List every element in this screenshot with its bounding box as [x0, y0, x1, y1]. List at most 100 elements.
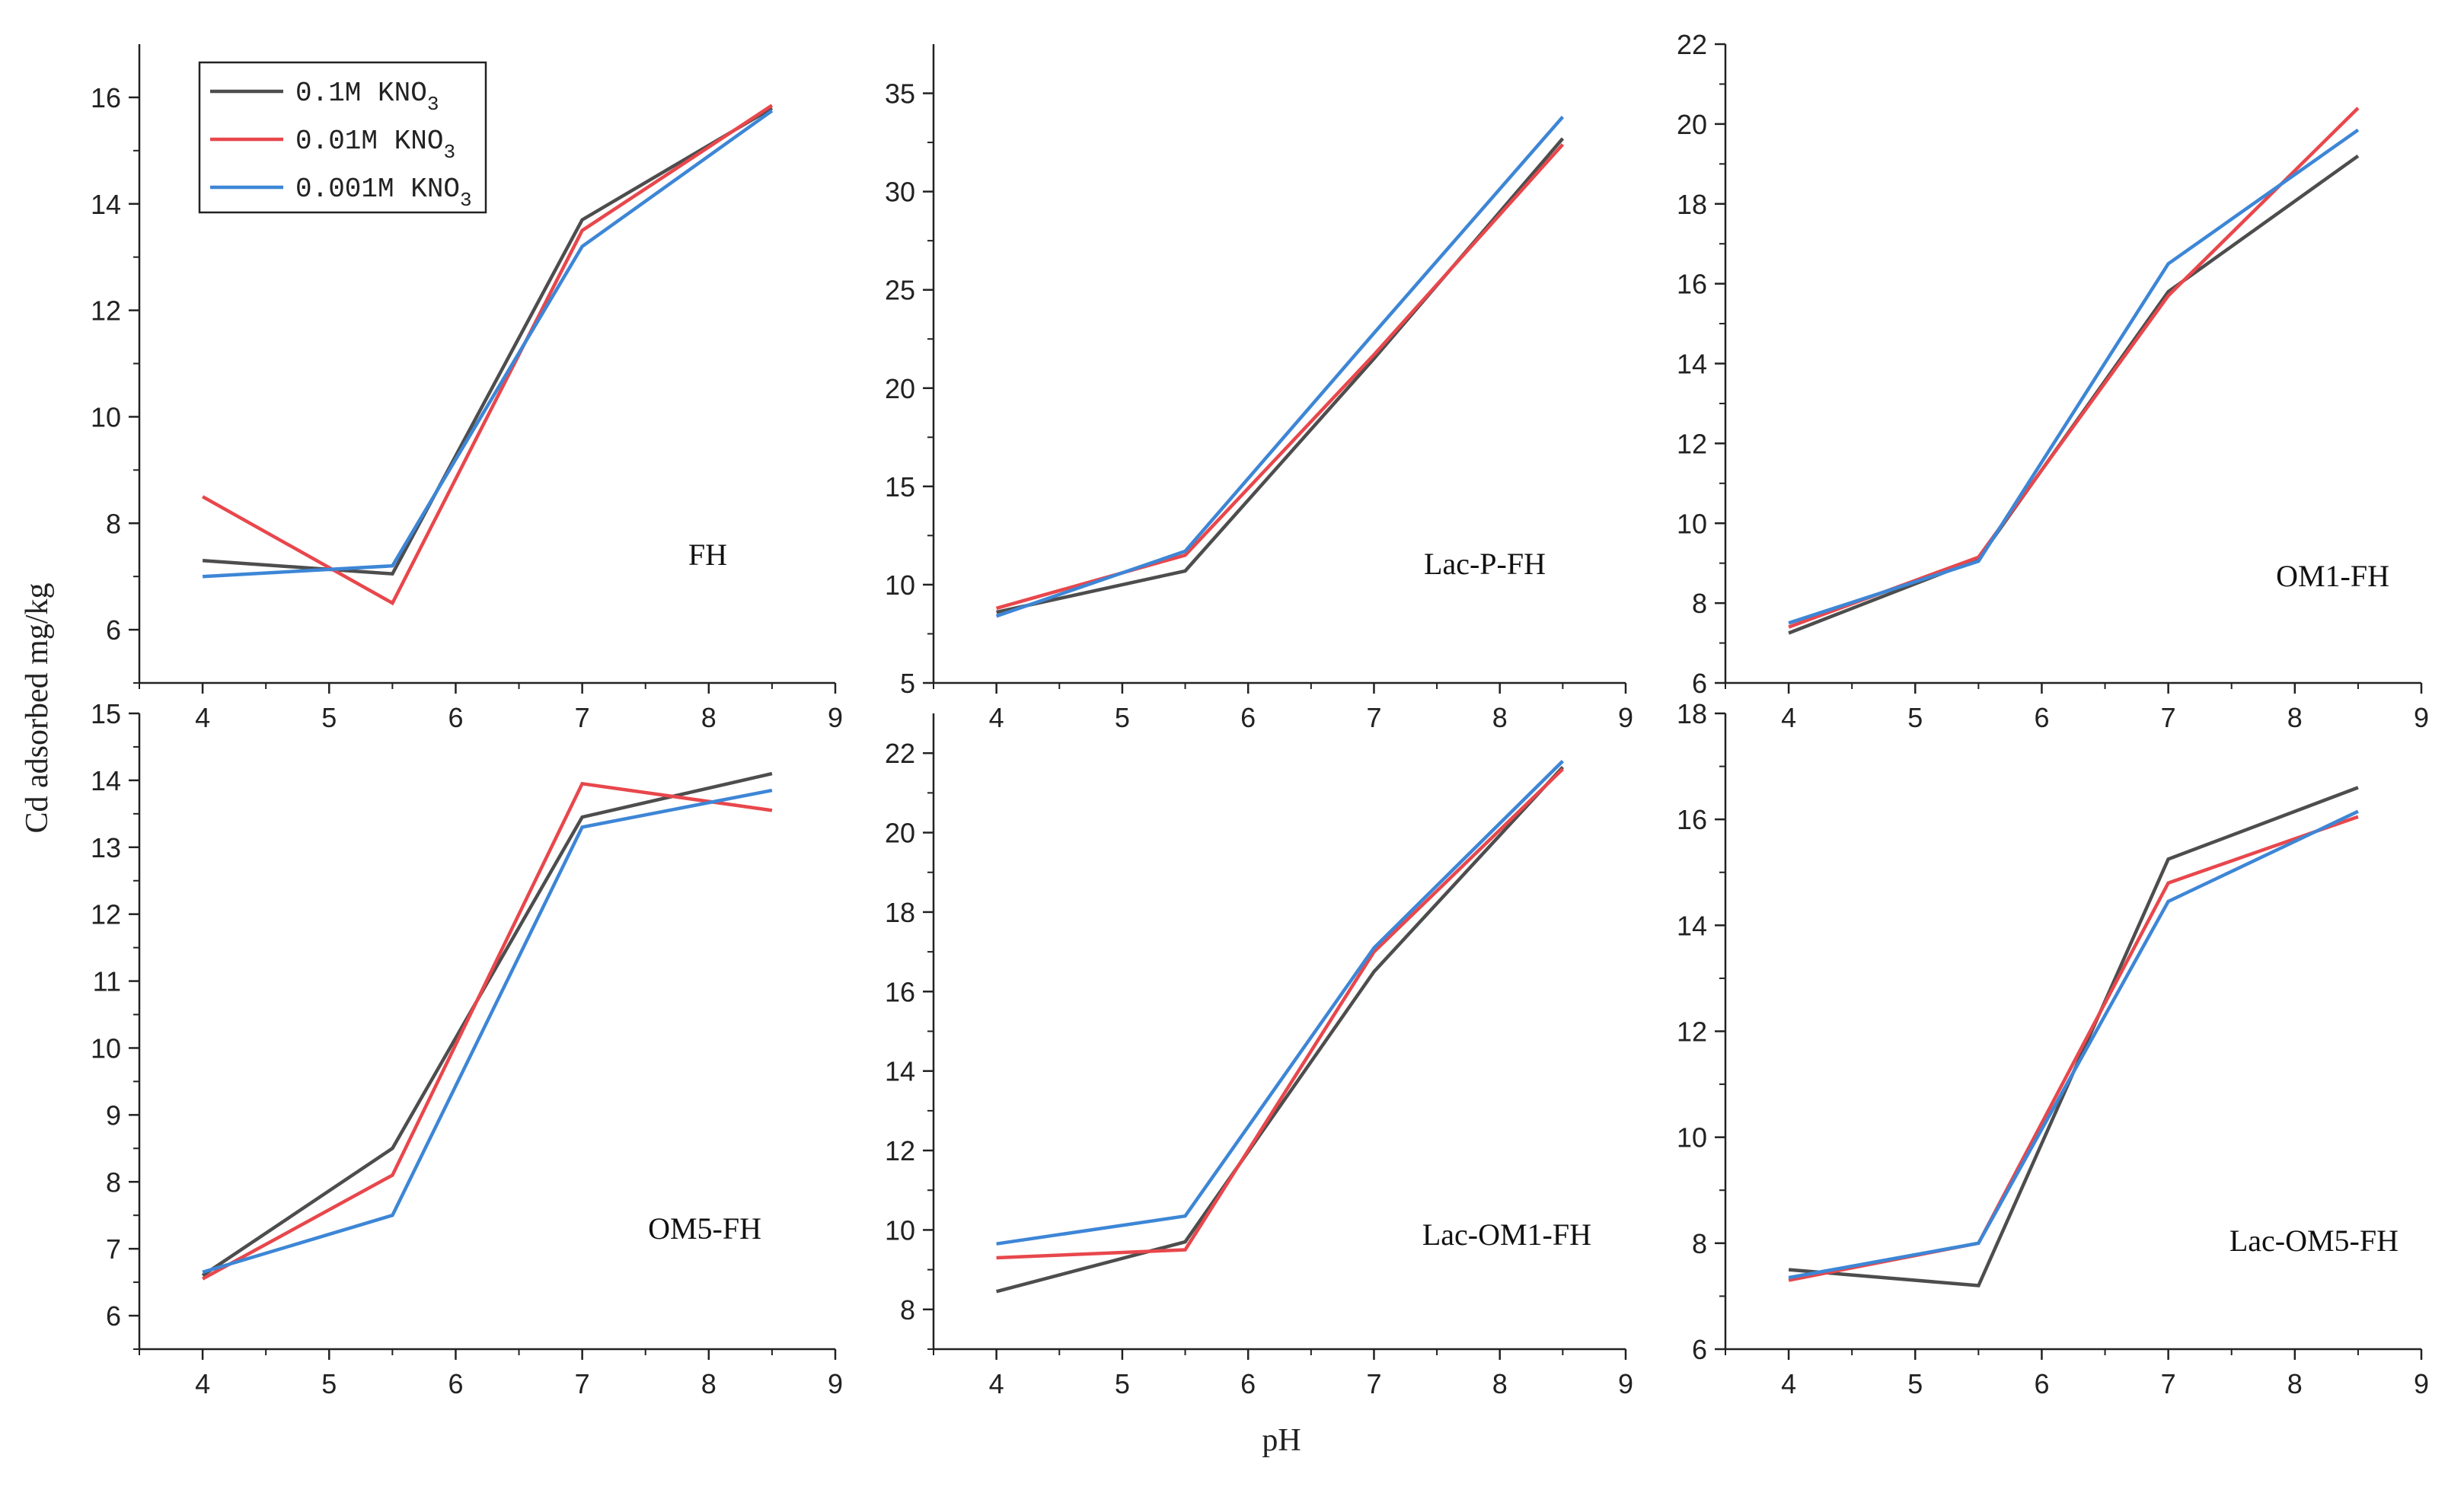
x-tick-label: 5 — [321, 1368, 337, 1399]
x-axis-title: pH — [1262, 1423, 1301, 1458]
x-tick-label: 5 — [1115, 1368, 1130, 1399]
x-tick-label: 9 — [828, 702, 843, 733]
y-tick-label: 25 — [885, 275, 915, 306]
panel-lac-p-fh: 4 5 6 7 8 9 5 10 15 20 25 30 35 Lac-P-FH — [885, 44, 1633, 733]
x-tick-label: 7 — [575, 702, 590, 733]
y-tick-label: 9 — [106, 1099, 121, 1131]
x-tick-label: 5 — [1907, 702, 1923, 733]
y-tick-label: 10 — [885, 570, 915, 601]
series-line-0-1m-kno3 — [996, 137, 1565, 614]
x-tick-label: 9 — [828, 1368, 843, 1399]
series-line-0-01m-kno3 — [996, 767, 1564, 1260]
y-tick-label: 20 — [885, 373, 915, 404]
legend-label: 0.01M KNO3 — [295, 126, 455, 164]
series-line-0-1m-kno3 — [996, 765, 1565, 1294]
y-tick-label: 18 — [1677, 698, 1707, 729]
x-tick-label: 6 — [1240, 1368, 1256, 1399]
panel-om1-fh: 4 5 6 7 8 9 6 8 10 12 14 16 18 20 22 OM1-FH — [1677, 29, 2429, 733]
y-tick-label: 12 — [1677, 428, 1707, 459]
x-tick-label: 9 — [2414, 1368, 2429, 1399]
y-tick-label: 6 — [106, 614, 121, 646]
panel-om5-fh: 4 5 6 7 8 9 6 7 8 9 10 11 12 13 14 15 OM5-FH — [91, 698, 843, 1399]
y-tick-label: 18 — [885, 897, 915, 928]
x-tick-label: 6 — [448, 1368, 463, 1399]
y-tick-label: 8 — [1692, 1228, 1707, 1259]
y-tick-label: 10 — [91, 401, 121, 432]
y-tick-label: 10 — [1677, 1122, 1707, 1153]
y-tick-label: 22 — [885, 738, 915, 769]
panel-label: OM5-FH — [648, 1211, 761, 1246]
x-tick-label: 7 — [1366, 702, 1381, 733]
y-tick-label: 12 — [1677, 1016, 1707, 1048]
y-tick-label: 12 — [91, 295, 121, 327]
y-tick-label: 35 — [885, 78, 915, 110]
y-tick-label: 14 — [1677, 910, 1707, 941]
x-tick-label: 7 — [1366, 1368, 1381, 1399]
legend-label-subscript: 3 — [460, 189, 472, 212]
x-tick-label: 6 — [1240, 702, 1256, 733]
x-tick-label: 8 — [1492, 1368, 1508, 1399]
legend-label: 0.001M KNO3 — [295, 174, 472, 212]
x-tick-label: 8 — [701, 1368, 717, 1399]
y-tick-label: 11 — [93, 966, 121, 997]
series-line-0-01m-kno3 — [1788, 815, 2359, 1282]
x-tick-label: 6 — [448, 702, 463, 733]
x-tick-label: 4 — [195, 702, 210, 733]
y-axis-title: Cd adsorbed mg/kg — [20, 583, 55, 834]
legend-label-main: 0.01M KNO — [295, 126, 443, 157]
series-line-0-001m-kno3 — [1788, 809, 2359, 1280]
panel-lac-om1-fh: 4 5 6 7 8 9 8 10 12 14 16 18 20 22 Lac-OM1-FH — [885, 713, 1633, 1399]
series-line-0-1m-kno3 — [1788, 786, 2359, 1287]
legend-label-subscript: 3 — [427, 93, 439, 116]
y-tick-label: 8 — [900, 1294, 915, 1326]
y-tick-label: 16 — [1677, 804, 1707, 835]
x-tick-label: 8 — [701, 702, 717, 733]
series-line-0-01m-kno3 — [995, 143, 1565, 611]
y-tick-label: 14 — [91, 765, 121, 796]
y-tick-label: 30 — [885, 177, 915, 208]
series-line-0-001m-kno3 — [202, 109, 774, 579]
y-tick-label: 12 — [885, 1135, 915, 1166]
y-tick-label: 6 — [106, 1300, 121, 1332]
series-line-0-001m-kno3 — [995, 116, 1565, 618]
panel-lac-om5-fh: 4 5 6 7 8 9 6 8 10 12 14 16 18 Lac-OM5-FH — [1677, 698, 2429, 1399]
panel-label: OM1-FH — [2276, 559, 2389, 593]
series-line-0-1m-kno3 — [1788, 154, 2360, 635]
legend-label-subscript: 3 — [443, 141, 455, 164]
y-tick-label: 14 — [91, 189, 121, 220]
panel-label: FH — [688, 538, 727, 572]
y-tick-label: 20 — [1677, 109, 1707, 140]
series-line-0-01m-kno3 — [202, 781, 773, 1281]
series-line-0-01m-kno3 — [201, 104, 774, 606]
series-line-0-001m-kno3 — [996, 760, 1564, 1246]
x-tick-label: 5 — [321, 702, 337, 733]
y-tick-label: 16 — [1677, 269, 1707, 300]
legend-label-main: 0.1M KNO — [295, 78, 427, 109]
panel-label: Lac-OM1-FH — [1422, 1217, 1591, 1252]
series-line-0-1m-kno3 — [202, 106, 774, 576]
y-tick-label: 14 — [1677, 349, 1707, 380]
y-tick-label: 8 — [106, 1166, 121, 1198]
y-tick-label: 14 — [885, 1056, 915, 1087]
legend-label-main: 0.001M KNO — [295, 174, 460, 205]
panel-label: Lac-OM5-FH — [2229, 1224, 2399, 1258]
x-tick-label: 7 — [2161, 702, 2176, 733]
x-tick-label: 4 — [1781, 702, 1796, 733]
y-tick-label: 5 — [900, 668, 915, 699]
y-tick-label: 22 — [1677, 29, 1707, 60]
x-tick-label: 5 — [1907, 1368, 1923, 1399]
series-line-0-01m-kno3 — [1788, 107, 2360, 629]
panel-fh: 4 5 6 7 8 9 6 8 10 12 14 16 FH — [91, 44, 843, 733]
y-tick-label: 12 — [91, 899, 121, 930]
x-tick-label: 7 — [2161, 1368, 2176, 1399]
x-tick-label: 6 — [2034, 1368, 2049, 1399]
x-tick-label: 4 — [989, 1368, 1004, 1399]
x-tick-label: 6 — [2034, 702, 2049, 733]
y-tick-label: 8 — [106, 508, 121, 539]
y-tick-label: 6 — [1692, 1334, 1707, 1365]
x-tick-label: 9 — [2414, 702, 2429, 733]
y-tick-label: 8 — [1692, 588, 1707, 619]
